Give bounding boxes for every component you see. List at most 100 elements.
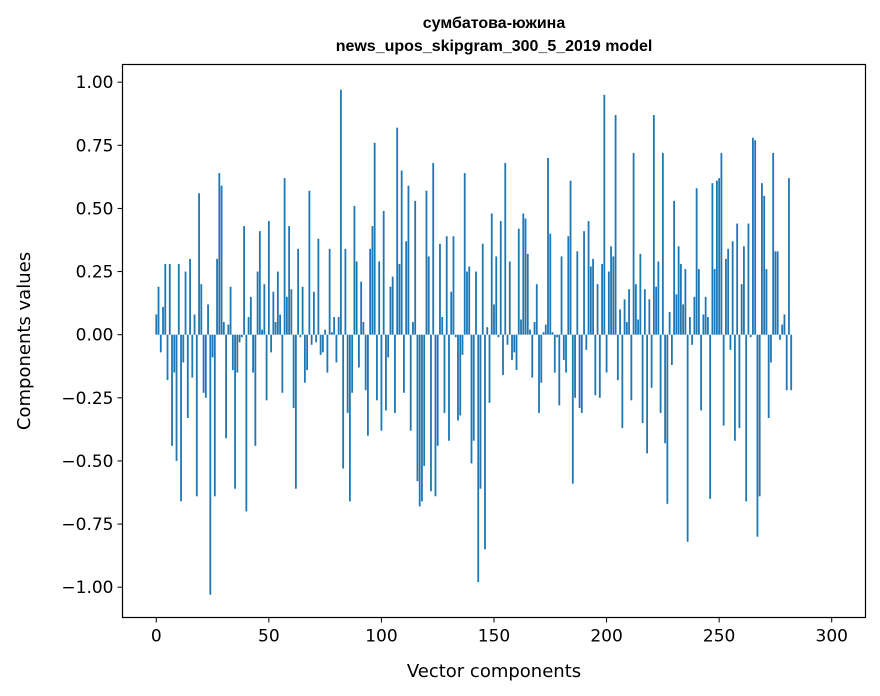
bar bbox=[301, 286, 304, 335]
bar bbox=[731, 241, 734, 335]
bar bbox=[659, 334, 662, 413]
bar bbox=[556, 334, 558, 338]
x-tick-label: 100 bbox=[365, 627, 397, 647]
bar bbox=[765, 269, 768, 335]
bar bbox=[650, 334, 653, 388]
bar bbox=[621, 334, 624, 429]
bar bbox=[470, 334, 473, 464]
bar bbox=[204, 334, 207, 398]
bar bbox=[540, 334, 543, 383]
bar bbox=[596, 284, 599, 335]
bar bbox=[227, 324, 230, 335]
bar bbox=[308, 190, 311, 335]
bar bbox=[709, 334, 712, 499]
bar bbox=[661, 152, 664, 335]
bar bbox=[326, 334, 329, 373]
bar bbox=[704, 296, 707, 335]
bar bbox=[333, 317, 336, 335]
bar bbox=[353, 205, 356, 335]
bar bbox=[247, 317, 250, 335]
bar bbox=[544, 324, 547, 335]
bar bbox=[481, 243, 484, 335]
bar bbox=[405, 241, 408, 335]
bar bbox=[403, 334, 405, 393]
bar bbox=[436, 334, 439, 446]
bar bbox=[592, 258, 594, 335]
bar bbox=[495, 256, 498, 335]
bar bbox=[263, 284, 266, 335]
bar bbox=[454, 334, 457, 338]
bar bbox=[376, 334, 378, 401]
bar bbox=[695, 188, 698, 335]
bar bbox=[198, 193, 200, 335]
bar bbox=[790, 334, 793, 391]
bar bbox=[641, 334, 644, 424]
bar bbox=[488, 334, 491, 403]
bar bbox=[587, 221, 590, 335]
bar bbox=[439, 243, 441, 335]
bar bbox=[526, 253, 529, 335]
bar bbox=[612, 256, 615, 335]
bar bbox=[542, 332, 545, 335]
bar bbox=[576, 251, 579, 335]
bar bbox=[643, 289, 646, 335]
bar bbox=[434, 334, 437, 497]
x-tick-label: 300 bbox=[816, 627, 848, 647]
bar bbox=[531, 334, 534, 378]
bar bbox=[767, 334, 770, 419]
bar bbox=[754, 140, 757, 335]
bar bbox=[238, 334, 241, 343]
bar bbox=[389, 286, 392, 335]
bar bbox=[761, 183, 763, 335]
bar bbox=[216, 258, 218, 335]
bar bbox=[673, 200, 676, 335]
bar bbox=[364, 334, 367, 391]
bar bbox=[292, 334, 295, 408]
bar bbox=[490, 213, 493, 335]
bar bbox=[477, 334, 480, 583]
bar bbox=[630, 334, 633, 401]
bar bbox=[175, 334, 178, 461]
bar bbox=[157, 286, 160, 335]
bar bbox=[484, 334, 486, 550]
bar bbox=[585, 334, 588, 350]
bar bbox=[371, 226, 374, 335]
bar bbox=[421, 334, 423, 502]
bar bbox=[533, 322, 536, 335]
bar bbox=[571, 334, 574, 484]
bar bbox=[412, 322, 414, 335]
bar bbox=[173, 334, 176, 373]
bar bbox=[288, 226, 291, 335]
bar bbox=[200, 284, 203, 335]
bar bbox=[448, 334, 450, 441]
bar bbox=[706, 317, 709, 335]
y-tick-label: 0.25 bbox=[76, 263, 114, 283]
bar bbox=[358, 334, 360, 368]
bar bbox=[459, 334, 462, 416]
bar bbox=[693, 296, 696, 335]
bar bbox=[569, 180, 572, 335]
bar bbox=[162, 306, 164, 335]
bar bbox=[619, 309, 621, 335]
bar bbox=[398, 263, 401, 335]
bar bbox=[538, 334, 540, 413]
bar bbox=[718, 178, 721, 335]
bar bbox=[267, 221, 270, 335]
bar bbox=[290, 289, 293, 335]
bar bbox=[349, 334, 351, 502]
y-axis-label: Components values bbox=[14, 252, 35, 430]
bar bbox=[607, 271, 610, 335]
bar bbox=[400, 170, 403, 335]
bar bbox=[283, 178, 286, 335]
y-tick-label: 0.00 bbox=[76, 326, 114, 346]
bar bbox=[549, 233, 552, 335]
bar bbox=[184, 271, 187, 335]
bar bbox=[369, 248, 372, 335]
bar bbox=[258, 231, 261, 335]
bar bbox=[763, 195, 766, 335]
bar bbox=[675, 294, 678, 335]
bar bbox=[682, 304, 685, 335]
bar bbox=[466, 271, 468, 335]
bar bbox=[339, 89, 342, 335]
